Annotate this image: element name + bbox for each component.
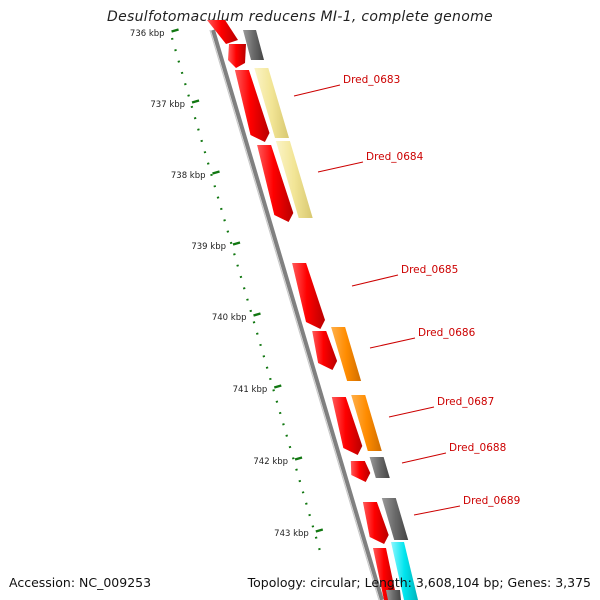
- cds-arrow: [373, 548, 397, 600]
- kbp-tick-mark: [253, 312, 261, 317]
- kbp-tick-label: 737 kbp: [150, 100, 185, 110]
- accession-text: Accession: NC_009253: [9, 575, 152, 590]
- cds-arrow: [350, 461, 371, 482]
- cds-arrow: [257, 145, 294, 222]
- cds-arrow: [234, 70, 270, 142]
- cds-arrow: [331, 397, 363, 455]
- gene-dred-0687[interactable]: Dred_0687: [331, 395, 494, 455]
- cog-bar: [243, 30, 264, 60]
- gene-leader-line: [413, 505, 461, 516]
- gene-label[interactable]: Dred_0688: [449, 442, 506, 454]
- gene-label[interactable]: Dred_0684: [366, 151, 424, 163]
- kbp-tick-label: 741 kbp: [233, 385, 268, 395]
- kbp-tick-mark: [294, 456, 303, 461]
- genome-backbone: [211, 29, 384, 600]
- gene-dred-0689[interactable]: Dred_0689: [362, 495, 520, 544]
- kbp-tick-mark: [212, 170, 220, 175]
- gene-label[interactable]: Dred_0689: [463, 495, 520, 507]
- cog-bar: [386, 590, 401, 600]
- genome-backbone-highlight: [209, 29, 380, 600]
- gene-dred-0688[interactable]: Dred_0688: [350, 442, 506, 482]
- kbp-tick-label: 740 kbp: [212, 313, 247, 323]
- cog-bar: [351, 395, 382, 451]
- gene-leader-line: [351, 274, 399, 287]
- gene-label[interactable]: Dred_0686: [418, 327, 476, 339]
- kbp-tick-label: 739 kbp: [191, 242, 226, 252]
- cog-bar: [391, 542, 418, 600]
- cog-bar: [331, 327, 362, 381]
- gene-label[interactable]: Dred_0685: [401, 264, 458, 276]
- cds-arrow: [362, 502, 389, 544]
- cds-arrow: [292, 263, 325, 329]
- kbp-tick-label: 736 kbp: [130, 29, 165, 39]
- kbp-tick-label: 743 kbp: [274, 529, 309, 539]
- genome-stats-text: Topology: circular; Length: 3,608,104 bp…: [247, 575, 591, 590]
- gene-dred-0686[interactable]: Dred_0686: [312, 327, 476, 381]
- cog-bar: [369, 457, 390, 478]
- cog-bar: [381, 498, 409, 540]
- cds-feature: [228, 44, 246, 68]
- kbp-tick-mark: [191, 99, 200, 104]
- kbp-tick-mark: [273, 384, 282, 389]
- gene-leader-line: [369, 337, 416, 349]
- gene-dred-0685[interactable]: Dred_0685: [292, 263, 458, 329]
- cds-feature: [207, 20, 238, 44]
- genome-map-title: Desulfotomaculum reducens MI-1, complete…: [107, 9, 493, 25]
- cog-feature: [386, 590, 401, 600]
- cds-arrow: [312, 331, 338, 370]
- gene-dred-0684[interactable]: Dred_0684: [257, 141, 424, 222]
- kbp-tick-label: 738 kbp: [171, 171, 206, 181]
- cds-feature: [373, 548, 397, 600]
- gene-leader-line: [388, 406, 435, 418]
- kbp-tick-mark: [171, 28, 179, 33]
- kbp-tick-mark: [315, 528, 324, 533]
- cog-feature: [243, 30, 264, 60]
- gene-leader-line: [293, 84, 341, 97]
- gene-leader-line: [317, 161, 364, 173]
- cds-arrow: [207, 20, 238, 44]
- kbp-tick-label: 742 kbp: [253, 457, 288, 467]
- cog-bar: [254, 68, 289, 138]
- cog-feature: [391, 542, 418, 600]
- gene-label[interactable]: Dred_0687: [437, 396, 494, 408]
- kbp-tick-mark: [232, 241, 241, 246]
- cds-arrow: [228, 44, 246, 68]
- gene-leader-line: [401, 452, 447, 464]
- gene-label[interactable]: Dred_0683: [343, 74, 400, 86]
- gene-dred-0683[interactable]: Dred_0683: [234, 68, 400, 142]
- cog-bar: [275, 141, 313, 218]
